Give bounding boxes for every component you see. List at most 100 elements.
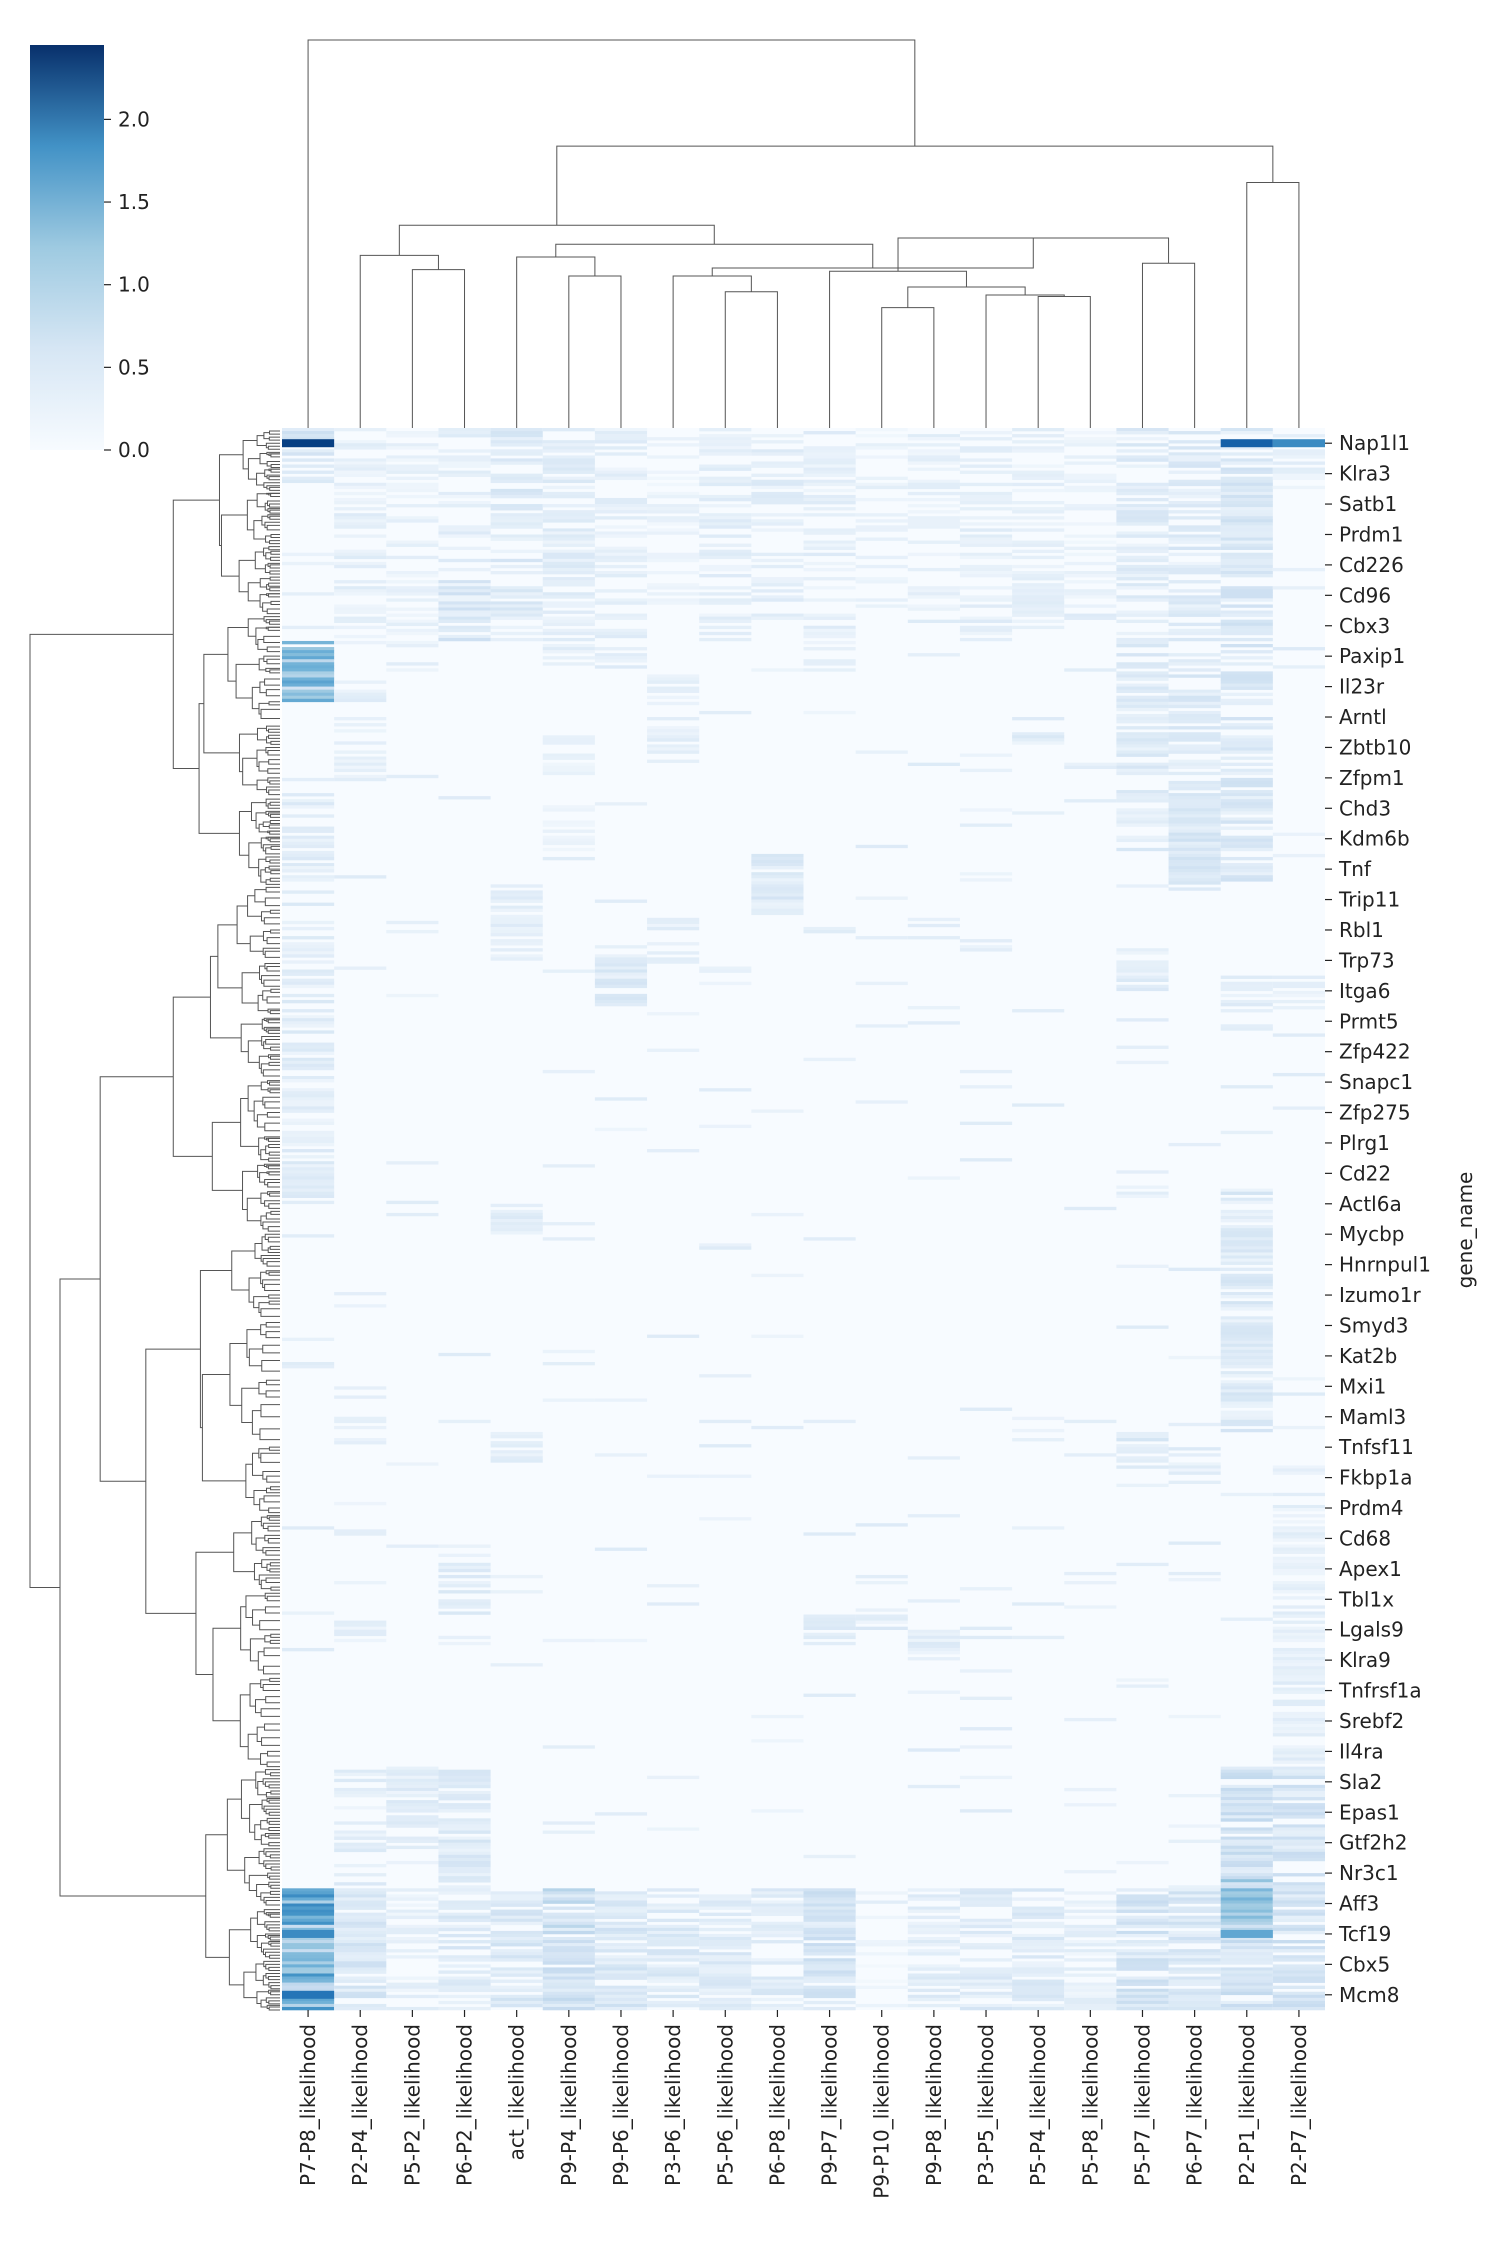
heatmap-cell: [1168, 491, 1221, 496]
heatmap-cell: [334, 640, 387, 645]
row-dendrogram-link: [240, 1097, 259, 1147]
heatmap-cell: [959, 1121, 1013, 1125]
row-dendrogram-link: [264, 678, 280, 686]
row-label: Zfp275: [1339, 1101, 1411, 1125]
row-label: Tnf: [1338, 857, 1372, 881]
heatmap-cell: [1220, 869, 1273, 873]
heatmap-cell: [1220, 808, 1273, 812]
heatmap-cell: [699, 1927, 752, 1932]
row-dendrogram-link: [260, 1324, 267, 1336]
column-dendrogram-link: [881, 307, 935, 428]
heatmap-cell: [751, 1930, 804, 1935]
heatmap-cell: [490, 929, 543, 934]
heatmap-cell: [1272, 2003, 1325, 2008]
heatmap-cell: [699, 1982, 752, 1986]
heatmap-cell: [282, 1988, 335, 1993]
heatmap-cell: [1220, 1897, 1273, 1901]
heatmap-cell: [959, 945, 1013, 949]
heatmap-cell: [490, 522, 543, 526]
heatmap-cell: [907, 607, 960, 611]
heatmap-cell: [1272, 1568, 1325, 1573]
heatmap-cell: [855, 525, 908, 529]
heatmap-cell: [959, 555, 1013, 560]
heatmap-cell: [1012, 592, 1065, 596]
heatmap-cell: [1272, 1596, 1325, 1600]
heatmap-cell: [959, 446, 1013, 450]
heatmap-cell: [1064, 1985, 1117, 1989]
heatmap-cell: [1116, 820, 1169, 824]
heatmap-cell: [751, 434, 804, 438]
heatmap-cell: [334, 619, 387, 624]
heatmap-cell: [907, 1657, 960, 1661]
column-dendrogram-link: [829, 270, 967, 428]
heatmap-cell: [1064, 485, 1117, 490]
heatmap-cell: [594, 1970, 648, 1974]
heatmap-cell: [1272, 1806, 1325, 1810]
heatmap-cell: [803, 929, 856, 934]
heatmap-cell: [1116, 1909, 1169, 1913]
heatmap-cell: [282, 805, 335, 809]
heatmap-cell: [1012, 589, 1065, 593]
column-dendrogram-link: [907, 286, 1026, 308]
heatmap-cell: [1012, 543, 1065, 547]
row-dendrogram-link: [262, 821, 271, 828]
heatmap-cell: [803, 1912, 856, 1916]
column-label: P3-P5_likelihood: [974, 2024, 998, 2186]
heatmap-cell: [594, 549, 648, 554]
heatmap-cell: [386, 464, 439, 468]
heatmap-cell: [699, 452, 752, 456]
row-dendrogram-link: [267, 1750, 280, 1757]
heatmap-cell: [1220, 1492, 1273, 1497]
row-label: Zfp422: [1339, 1040, 1411, 1064]
heatmap-cell: [907, 1997, 960, 2002]
heatmap-cell: [751, 1997, 804, 2002]
heatmap-cell: [1220, 1225, 1273, 1229]
heatmap-cell: [334, 762, 387, 766]
heatmap-cell: [751, 884, 804, 888]
heatmap-cell: [594, 969, 648, 973]
heatmap-cell: [334, 689, 387, 693]
heatmap-cell: [1220, 793, 1273, 797]
heatmap-cell: [959, 501, 1013, 505]
row-dendrogram-link: [246, 499, 258, 531]
heatmap-cell: [438, 1867, 491, 1871]
heatmap-cell: [282, 698, 335, 703]
heatmap-cell: [1116, 497, 1169, 502]
heatmap-cell: [1272, 1632, 1325, 1637]
heatmap-cell: [1220, 513, 1273, 517]
heatmap-cell: [855, 555, 908, 560]
heatmap-cell: [1220, 777, 1273, 782]
heatmap-cell: [594, 1973, 648, 1977]
heatmap-cell: [1220, 1249, 1273, 1253]
heatmap-cell: [699, 1894, 752, 1898]
heatmap-cell: [282, 960, 335, 964]
heatmap-cell: [490, 1225, 543, 1229]
heatmap-cell: [1168, 1471, 1221, 1475]
heatmap-cell: [282, 1918, 335, 1923]
heatmap-cell: [542, 458, 595, 462]
heatmap-cell: [907, 461, 960, 465]
heatmap-cell: [1116, 613, 1169, 617]
heatmap-cell: [594, 634, 648, 639]
heatmap-cell: [803, 1693, 856, 1697]
heatmap-cell: [282, 464, 335, 468]
heatmap-cell: [1220, 458, 1273, 462]
heatmap-cell: [490, 434, 543, 438]
heatmap-cell: [1116, 431, 1169, 435]
heatmap-cell: [542, 610, 595, 614]
heatmap-cell: [386, 1994, 439, 1999]
row-dendrogram-link: [247, 1733, 261, 1760]
heatmap-cell: [803, 431, 856, 435]
heatmap-cell: [959, 1973, 1013, 1977]
heatmap-cell: [438, 525, 491, 529]
row-dendrogram-link: [256, 749, 266, 767]
heatmap-cell: [282, 1170, 335, 1174]
heatmap-cell: [282, 920, 335, 925]
heatmap-cell: [907, 1967, 960, 1971]
heatmap-cell: [1012, 1906, 1065, 1910]
heatmap-cell: [334, 1441, 387, 1445]
heatmap-cell: [1116, 972, 1169, 976]
row-dendrogram-link: [269, 564, 280, 569]
heatmap-cell: [594, 558, 648, 563]
row-dendrogram-link: [256, 472, 265, 486]
